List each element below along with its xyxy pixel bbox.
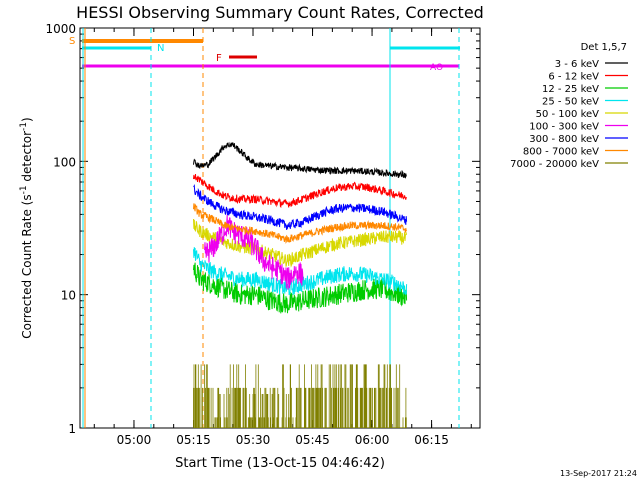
annotation-n-label: N <box>157 43 164 54</box>
annotation-ao-label: AO <box>430 63 443 73</box>
y-axis-title: Corrected Count Rate (s-1 detector-1) <box>19 117 34 338</box>
y-axis-label-sup2: -1 <box>19 122 29 131</box>
y-tick-label: 100 <box>53 155 76 169</box>
y-tick-label: 1 <box>68 422 76 436</box>
legend-label: 3 - 6 keV <box>555 59 599 70</box>
series-line-12-25-kev <box>193 262 408 314</box>
annotation-f-label: F <box>216 53 222 64</box>
y-axis-label-part1: Corrected Count Rate (s <box>20 194 34 338</box>
annotation-s-label: S <box>69 36 75 47</box>
x-tick-label: 05:30 <box>236 433 271 447</box>
series-line-3-6-kev <box>193 141 408 179</box>
legend-label: 50 - 100 keV <box>536 109 600 120</box>
chart-title: HESSI Observing Summary Count Rates, Cor… <box>76 3 484 22</box>
x-tick-label: 06:00 <box>355 433 390 447</box>
x-tick-label: 06:15 <box>414 433 449 447</box>
series-line-50-100-kev <box>193 218 408 268</box>
plot-frame <box>79 27 481 429</box>
legend-label: 100 - 300 keV <box>529 122 599 133</box>
series-layer <box>193 141 408 428</box>
series-line-25-50-kev <box>193 247 408 296</box>
series-line-800-7000-kev <box>193 203 408 244</box>
y-tick-label: 1000 <box>45 22 76 36</box>
series-line-300-800-kev <box>193 184 408 230</box>
y-axis-label-part3: ) <box>20 117 34 122</box>
legend-label: 25 - 50 keV <box>542 97 599 108</box>
series-line-100-300-kev <box>203 214 304 290</box>
flag-layer: S N F AO <box>69 28 460 428</box>
y-axis-label-part2: detector <box>20 131 34 186</box>
footer-date: 13-Sep-2017 21:24 <box>560 469 637 478</box>
legend-label: 6 - 12 keV <box>548 72 599 83</box>
x-tick-label: 05:45 <box>295 433 330 447</box>
legend-label: 800 - 7000 keV <box>523 147 599 158</box>
y-axis-label-sup1: -1 <box>19 185 29 194</box>
svg-text:Corrected Count Rate (s-1 dete: Corrected Count Rate (s-1 detector-1) <box>19 117 34 338</box>
legend-label: 300 - 800 keV <box>529 134 599 145</box>
y-tick-label: 10 <box>61 289 76 303</box>
x-tick-label: 05:00 <box>117 433 152 447</box>
legend-label: 7000 - 20000 keV <box>510 159 599 170</box>
series-line-7000-20000-kev <box>193 364 407 428</box>
x-tick-label: 05:15 <box>176 433 211 447</box>
legend-title: Det 1,5,7 <box>581 42 627 53</box>
x-axis-title: Start Time (13-Oct-15 04:46:42) <box>175 456 385 471</box>
series-line-6-12-kev <box>193 173 407 209</box>
axis-layer: 1 10 100 1000 05:00 05:15 05:30 05:45 06:00 06:15 <box>45 22 480 447</box>
legend-label: 12 - 25 keV <box>542 84 599 95</box>
